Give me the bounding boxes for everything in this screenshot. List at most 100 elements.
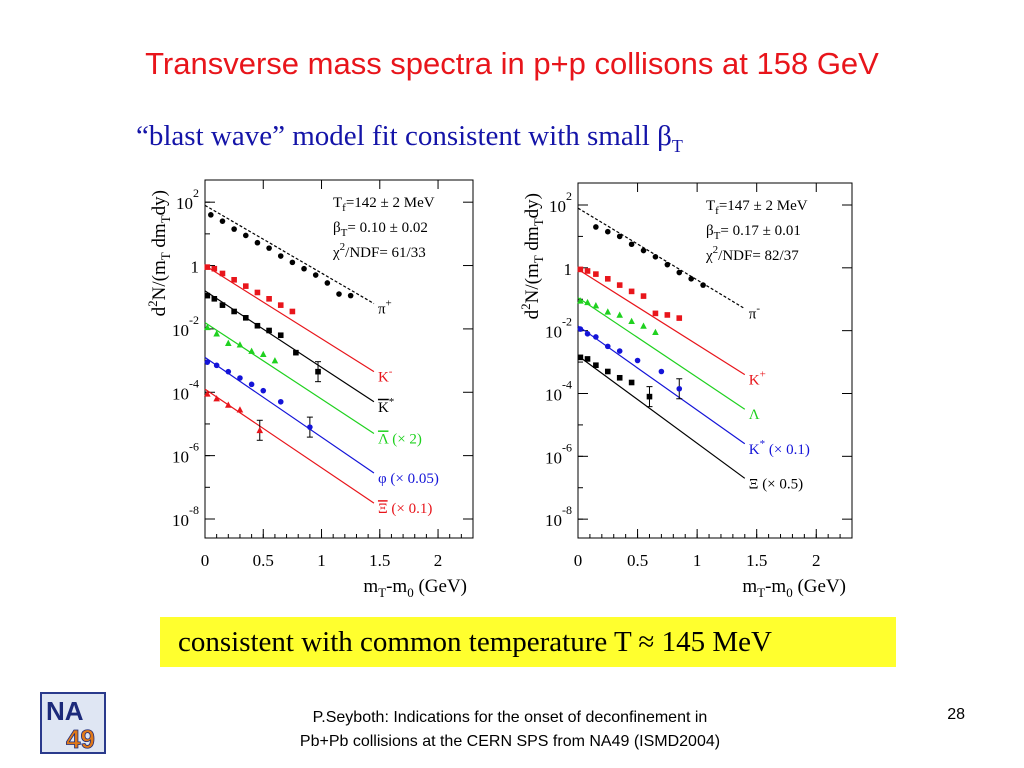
fit-info-beta: βT= 0.17 ± 0.01 [706,223,801,242]
data-point [640,247,647,254]
data-point [236,341,244,348]
series-label: π+ [378,298,392,318]
data-point [658,368,665,375]
data-point [634,357,641,364]
data-point [652,328,659,336]
data-point [593,334,599,340]
data-point [242,283,249,289]
data-point [616,282,623,288]
logo-text-top: NA [46,696,84,726]
x-tick-label: 1.5 [746,551,767,570]
series-4: φ (× 0.05) [204,356,439,487]
series-2: K* [204,290,394,416]
data-point [293,349,299,356]
data-point [628,288,635,295]
y-tick-label: 10-6 [172,440,199,467]
series-label: Λ [749,407,760,423]
x-tick-label: 0.5 [253,551,274,570]
x-tick-label: 1 [693,551,702,570]
data-point [584,268,591,274]
data-point [225,368,232,375]
data-point [628,241,635,248]
fit-line [577,297,746,410]
data-point [242,315,249,321]
data-point [604,228,611,235]
data-point [577,354,584,361]
data-point [628,379,635,386]
data-point [204,323,211,331]
fit-line [577,325,746,445]
data-point [628,317,635,325]
data-point [266,245,272,251]
x-tick-label: 0 [574,551,583,570]
data-point [593,224,599,230]
y-tick-label: 102 [549,189,572,216]
fit-line [204,356,375,474]
chart-right: 0 0.5 1 1.5 2 102 1 10-2 10-4 10-6 10-8 mT-m0 (GeV)… [518,182,853,600]
data-point [616,233,623,240]
y-tick-label: 102 [176,186,199,213]
series-label: K+ [749,369,766,389]
data-point [277,302,284,308]
fit-info-chi2: χ2/NDF= 61/33 [332,241,426,261]
data-point [640,293,647,299]
data-point [231,276,237,283]
data-point [664,312,671,318]
series-3: K* (× 0.1) [577,325,810,458]
data-point [213,330,220,337]
slide-title: Transverse mass spectra in p+p collisons… [145,46,879,81]
data-point [577,297,584,304]
fit-line [577,355,746,479]
x-tick-label: 1.5 [369,551,390,570]
data-point [204,264,211,270]
series-1: K+ [577,266,766,389]
conclusion-highlight: consistent with common temperature T ≈ 1… [160,617,896,667]
data-point [277,253,284,259]
series-0: π+ [204,204,392,318]
data-point [664,261,671,268]
series-label: φ (× 0.05) [378,471,439,487]
fit-info-chi2: χ2/NDF= 82/37 [705,244,799,264]
data-point [237,375,243,381]
data-point [676,385,683,392]
data-point [256,426,264,434]
fit-line [204,290,375,403]
data-point [584,356,591,362]
y-tick-label: 10-2 [172,313,199,340]
x-tick-label: 0 [201,551,210,570]
data-point [324,280,331,286]
data-point [347,292,354,299]
data-point [616,311,623,318]
y-tick-label: 10-8 [545,503,572,530]
data-point [301,265,307,272]
series-label: π- [749,303,761,323]
data-point [688,276,694,282]
data-point [231,226,237,232]
y-tick-label: 10-4 [172,376,199,403]
footer-line-2: Pb+Pb collisions at the CERN SPS from NA… [299,733,721,750]
y-tick-label: 10-2 [545,315,572,342]
data-point [616,348,623,354]
data-point [242,232,249,239]
data-point [646,393,653,400]
y-axis-label: d2N/(mT dmTdy) [145,190,173,316]
x-tick-label: 1 [317,551,326,570]
data-point [593,362,599,369]
data-point [700,282,706,288]
y-tick-label: 10-6 [545,440,572,467]
data-point [208,212,214,218]
series-label: Ξ (× 0.1) [378,501,432,517]
x-tick-label: 2 [812,551,821,570]
chart-left: 0 0.5 1 1.5 2 102 1 10-2 10-4 10-6 10-8 mT-m0 (GeV)… [145,179,474,600]
data-point [211,296,218,302]
fit-line [577,268,746,376]
x-axis-label: mT-m0 (GeV) [742,576,846,600]
series-label: Λ (× 2) [378,431,422,447]
data-point [640,322,647,329]
data-point [219,218,226,224]
data-point [254,289,261,296]
data-point [676,269,683,276]
data-point [289,259,296,266]
na49-logo: NA 49 [40,692,106,754]
